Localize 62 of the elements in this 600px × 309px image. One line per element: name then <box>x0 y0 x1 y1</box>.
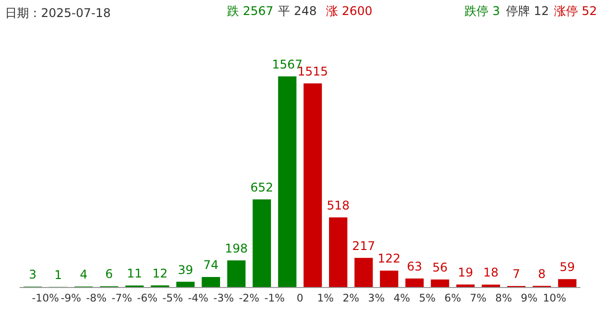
text: 停牌 12 <box>506 4 549 18</box>
data-label: 59 <box>560 260 575 274</box>
x-tick-label: 9% <box>520 292 538 304</box>
data-label: 74 <box>203 258 219 272</box>
data-label: 39 <box>178 262 194 277</box>
data-label: 3 <box>28 268 37 282</box>
bar <box>252 199 271 287</box>
x-tick-label: -5% <box>162 292 183 304</box>
data-label: 6 <box>105 267 113 282</box>
bar <box>202 277 220 287</box>
x-tick-label: -10% <box>32 292 60 304</box>
data-label: 217 <box>352 238 376 253</box>
x-tick-label: -7% <box>112 292 132 304</box>
text: 涨 2600 <box>326 4 372 18</box>
x-tick-label: 2% <box>342 292 360 304</box>
x-tick-label: -6% <box>137 292 158 304</box>
data-label: 11 <box>126 266 142 281</box>
text: 平 248 <box>278 4 317 18</box>
bar <box>354 258 373 287</box>
x-tick-label: 0 <box>296 292 304 304</box>
bar <box>176 282 195 287</box>
data-label: 19 <box>458 265 474 280</box>
x-tick-label: 5% <box>418 292 436 304</box>
x-tick-label: 10% <box>542 292 566 304</box>
data-label: 652 <box>250 180 274 194</box>
data-label: 198 <box>224 241 248 256</box>
bar <box>304 83 322 287</box>
bar <box>456 284 475 287</box>
x-tick-label: 7% <box>470 292 487 304</box>
bar <box>278 76 296 287</box>
data-label: 1567 <box>272 57 303 72</box>
bar <box>329 217 348 287</box>
data-label: 18 <box>483 266 499 280</box>
x-tick-label: 1% <box>317 292 334 304</box>
x-tick-label: 3% <box>368 292 385 304</box>
x-tick-label: -4% <box>188 292 208 304</box>
text: 跌停 3 <box>464 4 500 18</box>
x-tick-label: 4% <box>393 292 410 304</box>
text: 跌 2567 <box>227 4 274 18</box>
data-label: 63 <box>406 260 422 274</box>
chart-title: 日期：2025-07-18 <box>5 6 111 20</box>
x-tick-label: -3% <box>213 292 234 304</box>
bar <box>380 270 398 287</box>
data-label: 122 <box>378 252 401 266</box>
data-label: 7 <box>512 267 520 282</box>
bar <box>227 260 246 287</box>
bar <box>405 278 424 287</box>
x-tick-label: -8% <box>86 292 107 304</box>
x-tick-label: -1% <box>264 292 285 304</box>
data-label: 4 <box>80 267 88 282</box>
data-label: 518 <box>326 198 350 212</box>
x-tick-label: -9% <box>60 292 82 304</box>
data-label: 1 <box>54 268 62 282</box>
x-tick-label: -2% <box>238 292 260 304</box>
data-label: 56 <box>432 260 448 274</box>
bar <box>430 279 450 287</box>
bar <box>558 279 576 287</box>
x-tick-label: 8% <box>495 292 512 304</box>
data-label: 12 <box>152 266 168 280</box>
text: 涨停 52 <box>554 4 597 18</box>
data-label: 8 <box>538 266 546 281</box>
x-tick-label: 6% <box>444 292 462 304</box>
